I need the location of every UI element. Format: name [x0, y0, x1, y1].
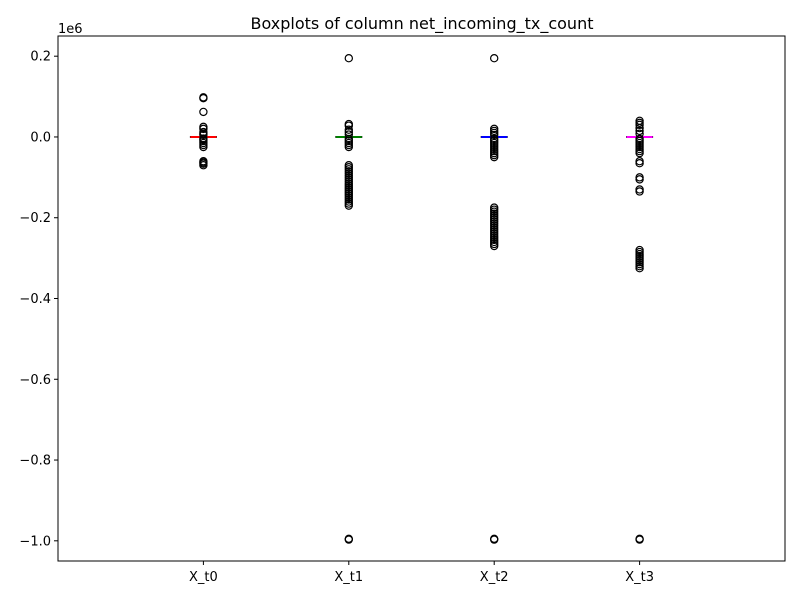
outlier-point: [199, 107, 208, 117]
box-group-x-t1: [335, 54, 363, 544]
outlier-point: [344, 130, 353, 139]
y-tick-label: 0.0: [30, 130, 51, 145]
outlier-point: [635, 535, 644, 544]
y-offset-label: 1e6: [58, 22, 83, 37]
outlier-point: [344, 142, 353, 152]
outlier-point: [344, 201, 353, 210]
outlier-point: [635, 264, 644, 273]
x-tick-label: X_t0: [189, 570, 218, 585]
y-tick-label: −0.6: [19, 373, 51, 388]
outlier-point: [635, 126, 644, 136]
x-tick-label: X_t1: [334, 570, 363, 585]
outlier-point: [199, 93, 208, 103]
outlier-point: [490, 130, 499, 140]
y-tick-label: 0.2: [30, 50, 51, 65]
outlier-point: [199, 124, 208, 134]
outlier-point: [635, 120, 644, 130]
outlier-point: [490, 535, 499, 544]
outlier-point: [635, 175, 644, 184]
outlier-point: [344, 125, 353, 134]
y-tick-label: −1.0: [19, 534, 51, 549]
outlier-point: [635, 159, 644, 168]
outlier-point: [490, 241, 499, 251]
y-tick-label: −0.8: [19, 454, 51, 469]
outlier-point: [490, 152, 499, 162]
chart-title: Boxplots of column net_incoming_tx_count: [251, 14, 594, 34]
y-tick-label: −0.2: [19, 211, 51, 226]
outlier-point: [199, 130, 208, 140]
box-group-x-t3: [626, 116, 654, 544]
x-axis: X_t0 X_t1 X_t2 X_t3: [189, 561, 654, 585]
outlier-point: [490, 54, 499, 63]
plot-content: [189, 54, 654, 544]
box-group-x-t0: [189, 93, 217, 170]
outlier-point: [344, 54, 353, 63]
outlier-point: [344, 535, 353, 544]
y-axis: 0.2 0.0 −0.2 −0.4 −0.6 −0.8 −1.0: [19, 50, 58, 549]
box-group-x-t2: [480, 54, 508, 544]
outlier-point: [199, 161, 208, 170]
outlier-point: [199, 142, 208, 152]
y-tick-label: −0.4: [19, 292, 51, 307]
x-tick-label: X_t3: [625, 570, 654, 585]
outlier-point: [635, 123, 644, 133]
x-tick-label: X_t2: [480, 570, 509, 585]
outlier-point: [635, 148, 644, 158]
outlier-point: [635, 187, 644, 196]
outlier-point: [344, 121, 353, 130]
